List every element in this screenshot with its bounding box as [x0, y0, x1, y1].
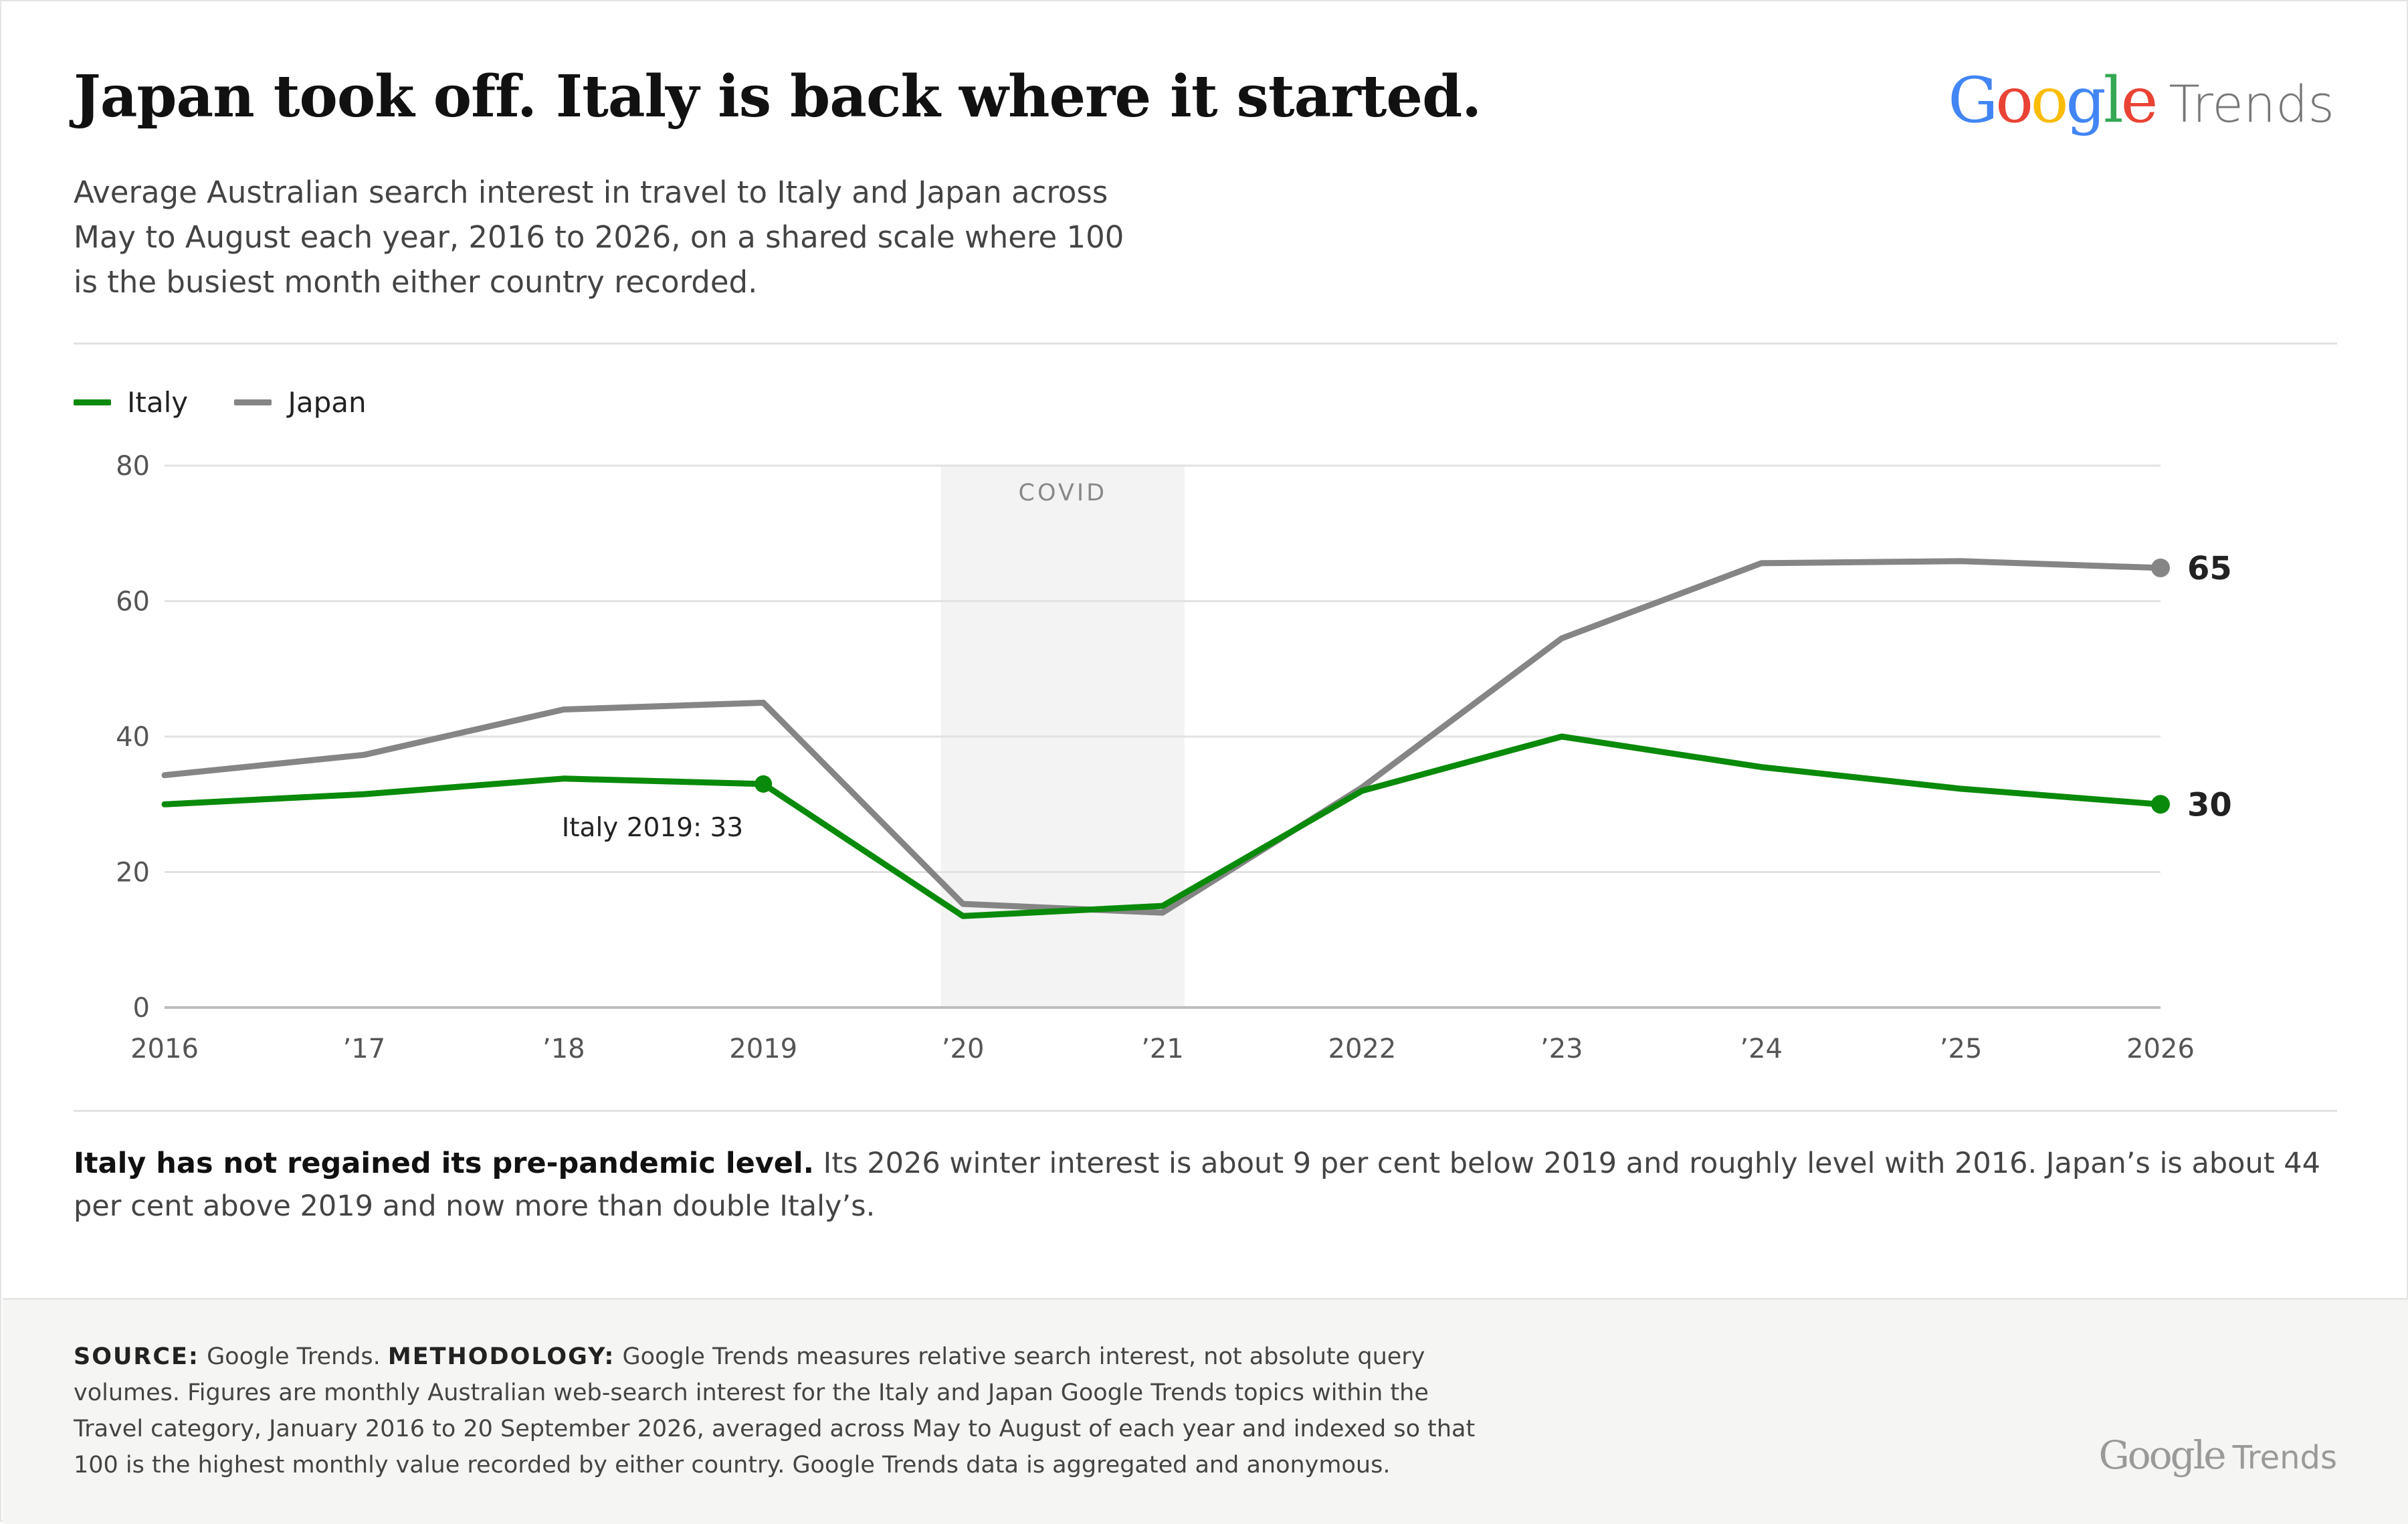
google-wordmark: Google: [1948, 64, 2159, 137]
google-letter: g: [2066, 64, 2106, 137]
x-tick-label: 2016: [130, 1034, 199, 1064]
google-letter: o: [1995, 64, 2033, 137]
x-tick-label: ’24: [1740, 1034, 1783, 1064]
x-tick-label: 2019: [729, 1034, 797, 1064]
covid-label: COVID: [1019, 480, 1108, 506]
legend-swatch-japan: [234, 399, 272, 405]
line-chart: COVID 0 20 40 60 80 2016 ’17 ’18 2019 ’20 ’21 2022 ’2…: [116, 451, 2232, 1064]
legend-item-japan: Japan: [234, 386, 367, 419]
takeaway-text: Italy has not regained its pre-pandemic …: [74, 1142, 2348, 1228]
divider-bottom: [74, 1110, 2337, 1112]
x-tick-label: ’18: [542, 1034, 585, 1064]
end-point-italy: [2151, 795, 2170, 814]
x-tick-label: 2026: [2126, 1034, 2195, 1064]
footer: SOURCE: Google Trends. METHODOLOGY: Goog…: [3, 1298, 2408, 1524]
end-label-italy: 30: [2187, 786, 2232, 824]
chart-subtitle: Average Australian search interest in tr…: [74, 175, 1124, 300]
source-label: SOURCE:: [74, 1343, 199, 1370]
y-tick-label: 80: [116, 451, 150, 482]
annotation-label: Italy 2019: 33: [562, 813, 743, 843]
legend-item-italy: Italy: [74, 386, 188, 419]
page-title: Japan took off. Italy is back where it s…: [74, 63, 1482, 130]
google-letter: o: [2030, 64, 2069, 137]
footer-google-trends-logo: Google Trends: [2098, 1432, 2337, 1478]
footer-trends-wordmark: Trends: [2232, 1439, 2337, 1477]
divider-top: [74, 343, 2337, 345]
y-tick-label: 60: [116, 587, 150, 617]
x-tick-label: ’21: [1141, 1034, 1184, 1064]
y-tick-label: 0: [133, 993, 150, 1024]
x-tick-label: ’23: [1540, 1034, 1583, 1064]
end-label-japan: 65: [2187, 550, 2232, 587]
source-text: Google Trends.: [199, 1343, 388, 1370]
y-tick-label: 20: [116, 858, 150, 888]
source-note: SOURCE: Google Trends. METHODOLOGY: Goog…: [74, 1339, 1492, 1483]
trends-wordmark: Trends: [2169, 74, 2334, 134]
x-tick-label: ’17: [343, 1034, 386, 1064]
x-tick-label: 2022: [1328, 1034, 1397, 1064]
legend-label-italy: Italy: [127, 386, 189, 419]
takeaway-lead: Italy has not regained its pre-pandemic …: [74, 1147, 814, 1180]
y-tick-label: 40: [116, 722, 150, 753]
legend: Italy Japan: [74, 379, 404, 419]
methodology-text: Google Trends measures relative search i…: [74, 1343, 1476, 1479]
legend-swatch-italy: [74, 399, 111, 405]
google-trends-logo: Google Trends: [1948, 64, 2334, 137]
annotation-point: [755, 775, 773, 793]
x-tick-label: ’20: [942, 1034, 985, 1064]
end-point-japan: [2151, 558, 2170, 577]
takeaway-body: Its 2026 winter interest is about 9 per …: [74, 1147, 2320, 1223]
google-letter: e: [2120, 64, 2159, 137]
footer-google-wordmark: Google: [2098, 1432, 2226, 1478]
legend-label-japan: Japan: [288, 386, 367, 419]
google-letter: l: [2103, 64, 2124, 137]
series-line-japan: [161, 558, 2164, 916]
series-line-italy: [161, 733, 2164, 919]
methodology-label: METHODOLOGY:: [387, 1343, 615, 1370]
x-tick-label: ’25: [1940, 1034, 1983, 1064]
google-letter: G: [1948, 64, 1998, 137]
